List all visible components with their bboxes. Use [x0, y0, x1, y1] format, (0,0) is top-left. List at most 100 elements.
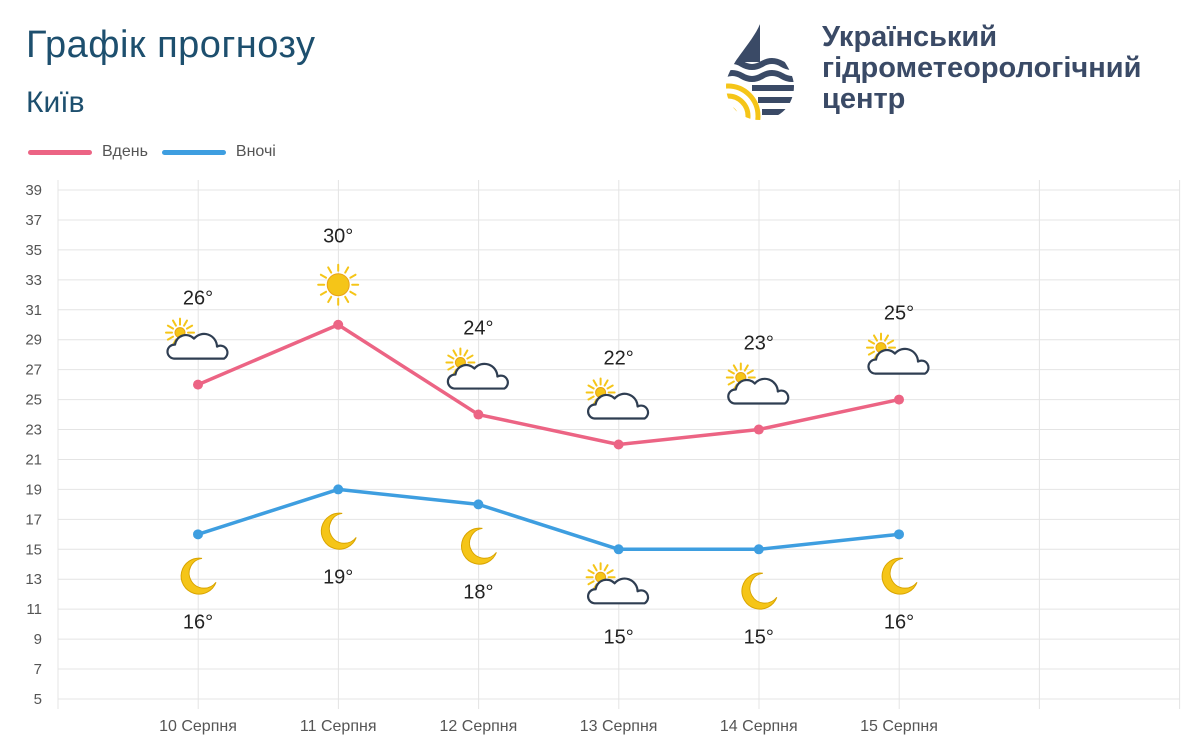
sun-ray: [727, 380, 735, 386]
sun-ray: [319, 273, 328, 279]
day-point: [753, 424, 764, 435]
sun-ray: [166, 335, 175, 341]
sun-ray: [886, 339, 895, 345]
day-temp-label: 22°: [603, 348, 633, 370]
sun-ray: [183, 319, 188, 327]
sun-ray: [884, 334, 889, 342]
y-tick-label: 19: [25, 481, 42, 498]
day-temp-label: 23°: [744, 333, 774, 355]
cloud-shape: [867, 347, 930, 375]
sun-ray: [743, 364, 749, 372]
temperature-chart: 5 7 9 11 13 15 17 19 21 23 25 27 29 31 33 35 37 39 10 Серп…: [25, 180, 1181, 735]
day-point: [193, 379, 203, 390]
sun-ray: [867, 350, 876, 356]
y-tick-label: 23: [25, 422, 42, 439]
logo-text: Український гідрометеорологічний центр: [822, 22, 1141, 115]
moon-shape: [881, 557, 918, 595]
x-tick-label: 11 Серпня: [300, 718, 377, 735]
sun-ray: [587, 384, 595, 390]
moon-icon: [320, 512, 357, 550]
y-tick-label: 5: [34, 691, 42, 708]
partly-cloudy-icon: [866, 332, 930, 375]
y-tick-label: 17: [25, 511, 42, 528]
cloud-shape: [727, 377, 790, 405]
sun-core: [317, 263, 360, 306]
y-tick-label: 21: [25, 451, 42, 468]
sun-ray: [727, 369, 735, 375]
cloud-shape: [446, 362, 509, 390]
y-tick-label: 25: [25, 392, 42, 409]
y-tick-label: 11: [26, 601, 42, 618]
night-temp-label: 16°: [884, 611, 914, 633]
night-point: [193, 529, 203, 540]
cloud-shape: [166, 332, 229, 360]
y-tick-label: 37: [25, 212, 42, 229]
day-point: [333, 319, 344, 330]
moon-icon: [180, 557, 217, 595]
x-tick-label: 10 Серпня: [159, 718, 237, 735]
sun-ray: [185, 324, 194, 330]
sun-ray: [603, 564, 609, 572]
legend-label-day: Вдень: [102, 143, 148, 160]
y-tick-label: 27: [25, 362, 42, 379]
sun-icon: [317, 263, 360, 306]
moon-shape: [461, 527, 497, 565]
sun-ray: [463, 349, 469, 357]
y-tick-label: 31: [25, 302, 42, 319]
partly-cloudy-icon: [585, 377, 650, 420]
partly-cloudy-icon: [585, 562, 650, 605]
uhmc-logo: Український гідрометеорологічний центр: [722, 22, 1192, 122]
moon-icon: [741, 572, 778, 610]
y-tick-label: 33: [25, 272, 42, 289]
legend-item-night[interactable]: Вночі: [161, 143, 276, 161]
sun-ray: [447, 354, 455, 360]
chart-legend: Вдень Вночі: [28, 140, 290, 164]
sun-ray: [172, 319, 177, 327]
sun-ray: [349, 290, 357, 296]
partly-cloudy-icon: [165, 317, 229, 360]
legend-swatch-day: [28, 149, 92, 155]
partly-cloudy-icon: [725, 362, 790, 405]
sun-ray: [873, 334, 878, 342]
y-tick-label: 7: [34, 661, 42, 678]
night-temp-label: 16°: [183, 611, 213, 633]
day-series-line: [197, 322, 900, 447]
y-tick-label: 15: [25, 541, 42, 558]
sun-ray: [587, 580, 595, 586]
partly-cloudy-icon: [445, 347, 509, 390]
sun-ray: [592, 564, 598, 572]
night-temp-label: 19°: [323, 566, 353, 588]
sun-ray: [166, 324, 175, 330]
moon-icon: [461, 527, 497, 565]
sun-ray: [746, 369, 754, 375]
day-temp-label: 30°: [323, 226, 353, 248]
y-tick-label: 29: [25, 332, 42, 349]
day-point: [894, 394, 904, 405]
logo-text-line1: Український: [822, 21, 998, 53]
small-sun-icon: [445, 347, 476, 378]
night-point: [333, 484, 344, 495]
moon-icon: [881, 557, 918, 595]
sun-ray: [344, 295, 350, 304]
sun-ray: [587, 395, 595, 401]
y-tick-label: 39: [25, 182, 42, 199]
sun-ray: [603, 379, 609, 387]
sun-ray: [587, 569, 595, 575]
cloud-shape: [587, 392, 650, 420]
day-temp-label: 25°: [884, 303, 914, 325]
legend-item-day[interactable]: Вдень: [28, 143, 148, 161]
sun-ray: [327, 295, 333, 304]
moon-shape: [320, 512, 357, 550]
cloud-shape: [587, 577, 650, 605]
logo-text-line2: гідрометеорологічний: [822, 52, 1142, 84]
sun-ray: [592, 379, 598, 387]
moon-shape: [741, 572, 778, 610]
sun-ray: [732, 364, 738, 372]
sun-ray: [327, 266, 333, 274]
sun-ray: [606, 384, 614, 390]
water-drop-logo-icon: [726, 24, 794, 120]
night-temp-label: 15°: [744, 626, 774, 648]
night-point: [894, 529, 904, 540]
moon-shape: [180, 557, 217, 595]
night-point: [473, 499, 484, 510]
